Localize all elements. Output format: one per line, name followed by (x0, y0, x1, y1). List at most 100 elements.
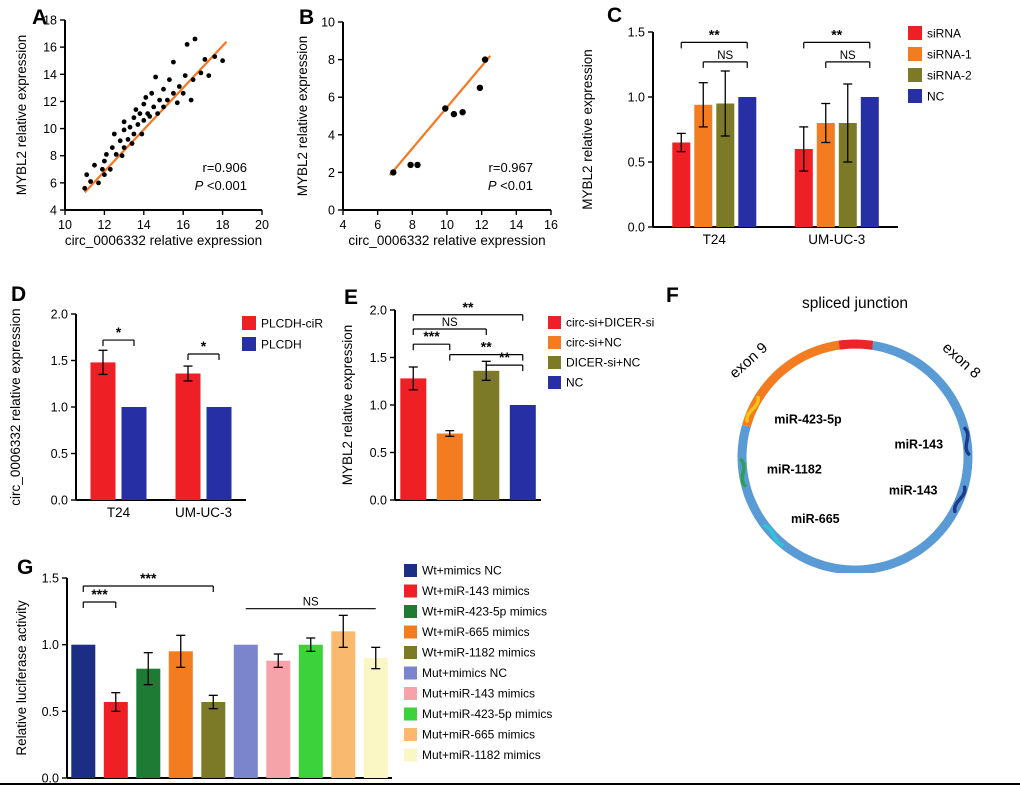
data-point (206, 73, 212, 78)
y-axis-label: MYBL2 relative expression (295, 36, 310, 197)
legend-swatch (242, 337, 256, 351)
panel-D: D 0.0 0.5 1.0 1.5 2.0 circ_0006332 relative e… (6, 272, 338, 544)
panel-C: C 0.0 0.5 1.0 1.5 MYBL2 relative expression T… (578, 2, 1018, 264)
data-point (96, 180, 101, 186)
x-axis-label: circ_0006332 relative expression (65, 233, 262, 248)
y-tick-label: 0.0 (42, 772, 59, 785)
data-point (155, 111, 161, 116)
data-point (121, 145, 127, 151)
bar-Wt+miR-665 mimics (168, 651, 193, 778)
mirna-label: miR-665 (791, 512, 840, 526)
y-tick-label: 1.5 (370, 351, 387, 365)
bar-Mut+miR-423-5p mimics (298, 644, 323, 778)
y-tick-label: 14 (43, 68, 57, 82)
data-point (459, 109, 466, 116)
bar-Mut+miR-143 mimics (266, 660, 291, 778)
sig-label: ** (463, 299, 474, 315)
bar-siRNA (672, 142, 691, 227)
y-tick-label: 2.0 (51, 308, 68, 322)
legend-swatch (908, 89, 922, 103)
mirna-mark-miR-143 (953, 485, 967, 514)
sig-label: * (201, 338, 207, 354)
data-point (133, 107, 139, 112)
legend-label: siRNA-2 (927, 69, 972, 83)
x-tick-label: 8 (409, 218, 416, 232)
group-label: T24 (703, 232, 727, 247)
x-tick-label: 16 (176, 218, 190, 232)
panel-label-A: A (32, 6, 48, 29)
spliced-junction-mark (838, 339, 874, 350)
data-point (102, 172, 107, 178)
panel-F: F spliced junction exon 9 exon 8 miR-423-5p… (650, 268, 1018, 573)
panel-label-E: E (344, 286, 359, 309)
group-label: UM-UC-3 (808, 232, 865, 247)
legend-swatch (908, 26, 922, 40)
data-point (174, 100, 180, 106)
diagram-title: spliced junction (802, 295, 908, 312)
data-point (100, 166, 105, 172)
exon9-label: exon 9 (726, 339, 771, 382)
data-point (165, 97, 170, 103)
page-bottom-border (0, 783, 1020, 785)
bar-siRNA-1 (694, 104, 713, 227)
legend-swatch (908, 68, 922, 82)
legend-label: NC (566, 376, 584, 390)
data-point (212, 54, 218, 59)
x-tick-label: 16 (544, 218, 558, 232)
y-axis-label: MYBL2 relative expression (580, 49, 595, 210)
x-tick-label: 12 (475, 218, 489, 232)
x-tick-label: 20 (255, 218, 269, 232)
data-point (121, 127, 127, 133)
legend-label: Wt+miR-1182 mimics (422, 646, 535, 660)
legend-label: Wt+miR-143 mimics (422, 584, 530, 598)
mirna-mark-miR-1182 (739, 458, 747, 488)
correlation-p: P <0.01 (488, 178, 533, 193)
bar-PLCDH-ciR (175, 373, 201, 500)
exon8-label: exon 8 (939, 339, 984, 382)
exon8-arc (737, 340, 973, 573)
data-point (92, 162, 97, 168)
bar-siRNA (794, 149, 813, 227)
data-point (107, 166, 113, 172)
mirna-label: miR-143 (889, 483, 938, 497)
data-point (131, 131, 137, 137)
y-tick-label: 2.0 (370, 304, 387, 318)
data-point (109, 145, 115, 151)
y-tick-label: 1.5 (51, 354, 68, 368)
data-point (139, 131, 145, 137)
data-point (143, 95, 149, 100)
correlation-r: r=0.967 (489, 160, 533, 175)
y-tick-label: 6 (50, 176, 57, 190)
data-point (111, 131, 117, 137)
data-point (147, 114, 153, 119)
bar-Mut+miR-1182 mimics (363, 658, 388, 778)
legend-label: siRNA (927, 27, 961, 41)
data-point (481, 56, 489, 63)
group-label: T24 (107, 505, 131, 520)
data-point (113, 152, 119, 157)
legend-swatch (404, 625, 417, 639)
legend-label: Wt+miR-423-5p mimics (422, 605, 547, 619)
data-point (176, 84, 182, 89)
legend-label: circ-si+DICER-si (566, 316, 654, 330)
y-tick-label: 2 (328, 166, 335, 180)
data-point (135, 122, 141, 127)
panel-E: E 0.0 0.5 1.0 1.5 2.0 MYBL2 relative expressi… (336, 272, 671, 544)
data-point (119, 153, 125, 159)
legend-swatch (404, 687, 417, 700)
data-point (407, 161, 414, 169)
sig-label: NS (840, 50, 856, 62)
bar-siRNA-2 (716, 103, 735, 227)
data-point (117, 138, 123, 144)
sig-label: ** (831, 26, 842, 42)
data-point (182, 73, 188, 78)
y-tick-label: 0.5 (628, 156, 645, 170)
bar-PLCDH-ciR (90, 362, 116, 500)
trend-line (388, 55, 492, 176)
y-tick-label: 0.5 (42, 705, 59, 719)
sig-label: NS (717, 50, 733, 62)
bar-Mut+mimics NC (233, 644, 258, 778)
y-axis-label: circ_0006332 relative expression (8, 308, 23, 505)
